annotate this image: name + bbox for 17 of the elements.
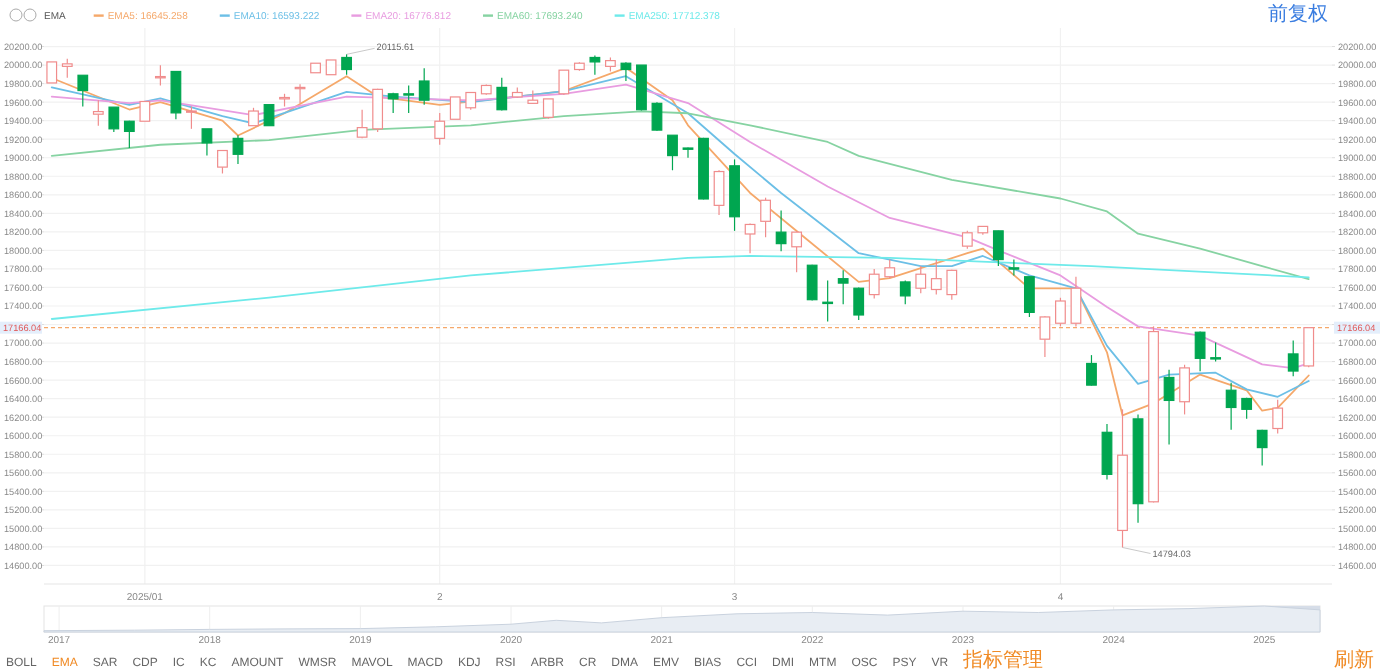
line-series <box>50 110 1310 281</box>
line-series <box>50 255 1310 320</box>
candlestick <box>1070 276 1082 327</box>
text: 刷新 <box>1334 648 1374 670</box>
candlestick <box>775 209 787 252</box>
text: 前复权 <box>1268 2 1328 26</box>
candlestick <box>232 134 244 165</box>
candlestick <box>1225 382 1237 431</box>
text: 指标管理 <box>961 648 1044 670</box>
candlestick <box>589 54 601 76</box>
candlestick <box>1008 258 1020 277</box>
candlestick <box>573 62 585 71</box>
candlestick <box>713 170 725 216</box>
candlestick <box>1132 413 1144 524</box>
candlestick <box>1163 369 1175 446</box>
candlestick <box>620 62 632 82</box>
candlestick <box>1101 423 1113 481</box>
